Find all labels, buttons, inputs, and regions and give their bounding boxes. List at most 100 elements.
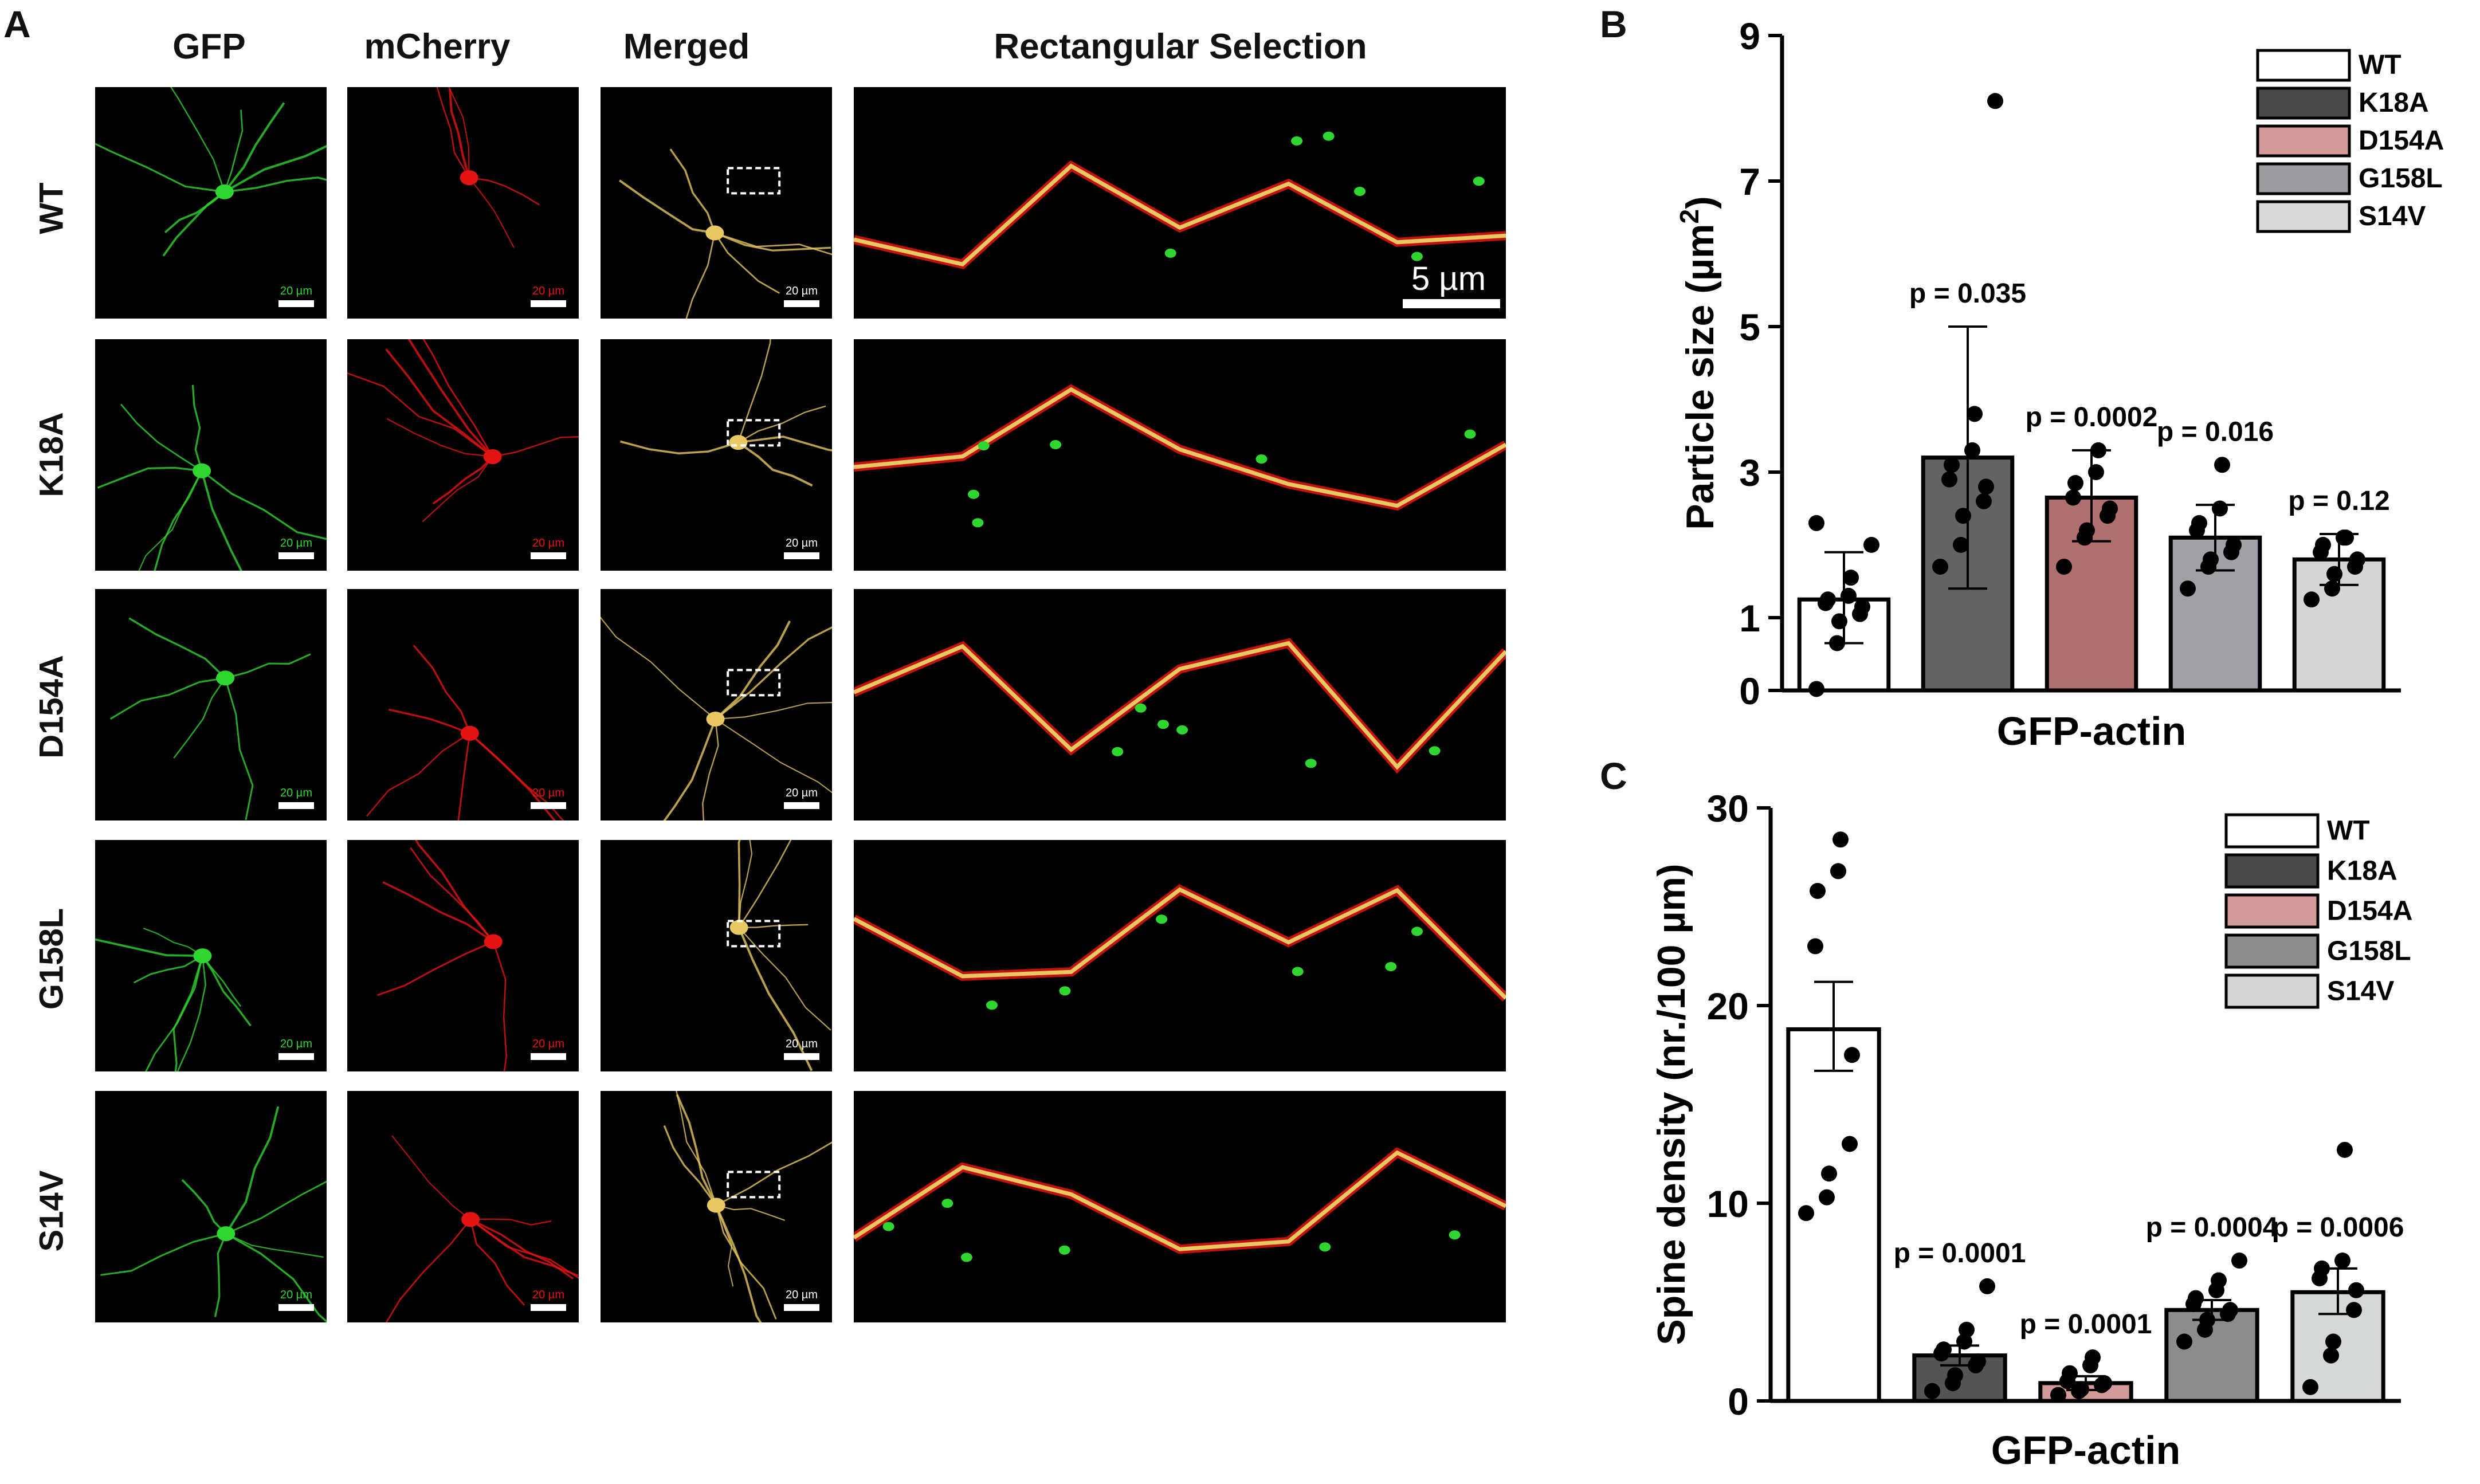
micrograph-d154a-merged: 20 µm xyxy=(601,589,832,820)
dendrite xyxy=(201,470,243,571)
micrograph-g158l-gfp: 20 µm xyxy=(95,840,327,1071)
micrograph-wt-mcherry: 20 µm xyxy=(347,87,579,319)
micrograph-g158l-merged: 20 µm xyxy=(601,840,832,1071)
dendrite xyxy=(422,339,493,457)
data-point xyxy=(1829,635,1845,651)
data-point xyxy=(1953,537,1969,553)
dendrite xyxy=(191,384,203,472)
data-point xyxy=(2180,580,2196,597)
micrograph-image xyxy=(385,1135,579,1322)
spine xyxy=(986,1000,998,1010)
dendrite xyxy=(714,232,832,256)
dendrite xyxy=(715,1205,777,1320)
legend-label-s14v: S14V xyxy=(2327,976,2394,1006)
spine xyxy=(1135,703,1147,713)
data-point xyxy=(2188,1290,2204,1306)
micrograph-image xyxy=(436,87,540,248)
y-tick-label: 0 xyxy=(1739,670,1760,712)
data-point xyxy=(2176,1333,2192,1350)
micrograph-s14v-merged: 20 µm xyxy=(601,1091,832,1322)
dendrite xyxy=(468,177,515,248)
dendrite xyxy=(716,1141,832,1206)
y-tick-label: 7 xyxy=(1739,160,1760,203)
scale-bar xyxy=(278,300,314,307)
dendrite xyxy=(214,1233,227,1317)
micrograph-k18a-mcherry: 20 µm xyxy=(347,339,579,571)
dendrite xyxy=(685,233,716,319)
data-point xyxy=(2226,537,2242,553)
data-point xyxy=(2326,566,2342,582)
dendrite-core xyxy=(854,641,1506,770)
legend-swatch-s14v xyxy=(2256,200,2351,233)
micrograph-wt-gfp: 20 µm xyxy=(95,87,327,319)
column-header-rectangular-selection: Rectangular Selection xyxy=(994,27,1367,66)
p-value-label: p = 0.035 xyxy=(1909,278,2026,309)
data-point xyxy=(1967,406,1983,422)
scale-bar xyxy=(784,1053,819,1060)
dendrite xyxy=(347,372,493,458)
dendrite xyxy=(225,1232,327,1322)
data-point xyxy=(2314,1260,2330,1277)
data-point xyxy=(2348,1282,2364,1298)
dendrite xyxy=(109,677,226,720)
dendrite xyxy=(120,403,202,472)
data-point xyxy=(2088,464,2104,480)
dendrite xyxy=(201,470,327,540)
y-tick-label: 9 xyxy=(1739,15,1760,57)
dendrite xyxy=(738,840,792,928)
dendrite xyxy=(224,677,254,820)
legend-label-wt: WT xyxy=(2327,815,2370,846)
dendrite xyxy=(225,1233,324,1258)
dendrite xyxy=(676,1091,717,1206)
dendrite xyxy=(715,626,832,720)
scale-bar-label: 20 µm xyxy=(786,285,818,297)
soma xyxy=(193,463,211,478)
dendrite xyxy=(389,708,470,735)
dendrite xyxy=(715,719,832,794)
scale-bar-label: 20 µm xyxy=(786,787,818,799)
scale-bar xyxy=(531,1053,566,1060)
data-point xyxy=(1956,1333,1972,1350)
data-point xyxy=(1844,1047,1860,1063)
p-value-label: p = 0.0004 xyxy=(2146,1212,2278,1243)
spine xyxy=(1164,248,1176,258)
dendrite xyxy=(162,191,225,257)
scale-bar xyxy=(784,552,819,559)
legend-label-wt: WT xyxy=(2359,50,2401,80)
dendrite xyxy=(738,435,832,452)
dendrite xyxy=(492,436,579,458)
data-point xyxy=(1808,515,1824,531)
dendrite xyxy=(739,924,809,928)
spine xyxy=(1305,759,1317,768)
column-header-gfp: GFP xyxy=(172,27,246,66)
panel-label-b: B xyxy=(1600,3,1627,45)
dendrite xyxy=(737,441,813,487)
dendrite xyxy=(715,702,832,720)
zoom-scale-bar xyxy=(1403,299,1500,308)
scale-bar-label: 20 µm xyxy=(786,537,818,549)
data-point xyxy=(2302,1379,2318,1395)
spine xyxy=(1429,746,1441,756)
dendrite xyxy=(737,840,741,928)
dendrite xyxy=(619,179,715,234)
micrograph-image xyxy=(366,645,564,820)
y-axis-label: Particle size (µm2) xyxy=(1674,196,1722,530)
soma xyxy=(461,1212,480,1227)
x-axis-label: GFP-actin xyxy=(1991,1428,2181,1473)
data-point xyxy=(2334,1253,2350,1269)
data-point xyxy=(1820,591,1836,608)
data-point xyxy=(1924,1383,1940,1399)
micrograph-k18a-zoom xyxy=(854,339,1506,571)
micrograph-image: 5 µm xyxy=(854,131,1506,308)
dendrite xyxy=(145,955,203,1071)
spine xyxy=(1411,252,1423,261)
dendrite xyxy=(457,733,471,820)
legend-swatch-wt xyxy=(2256,49,2351,82)
soma xyxy=(460,170,478,186)
dendrite xyxy=(620,440,739,455)
data-point xyxy=(2102,500,2118,517)
dendrite xyxy=(413,645,471,734)
scale-bar-label: 20 µm xyxy=(532,285,564,297)
micrograph-image xyxy=(727,840,831,1071)
legend-label-k18a: K18A xyxy=(2359,88,2429,118)
